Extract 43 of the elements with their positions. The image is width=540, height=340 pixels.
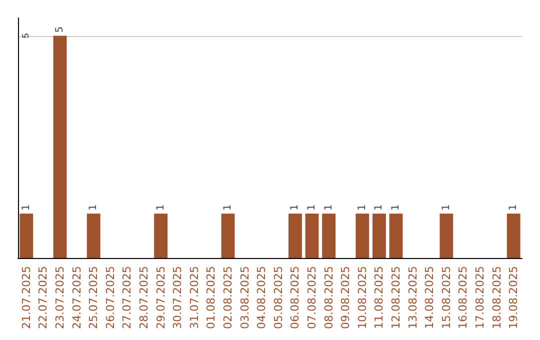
x-tick-label: 11.08.2025 (372, 266, 386, 330)
data-label: 1 (356, 204, 368, 211)
x-tick-label: 28.07.2025 (138, 266, 150, 330)
x-tick-label: 25.07.2025 (87, 266, 100, 330)
x-tick-label: 02.08.2025 (222, 266, 234, 330)
x-tick-label: 29.07.2025 (154, 266, 168, 330)
x-tick-label: 26.07.2025 (104, 266, 117, 330)
x-tick-label: 18.08.2025 (490, 266, 504, 330)
x-tick-label: 04.08.2025 (255, 266, 268, 330)
data-label: 1 (155, 204, 166, 211)
data-label: 1 (88, 204, 100, 211)
x-tick-label: 17.08.2025 (474, 266, 486, 330)
x-tick-label: 24.07.2025 (70, 266, 84, 330)
data-label: 1 (374, 204, 385, 211)
data-label: 1 (508, 204, 520, 211)
data-label: 1 (306, 204, 318, 211)
x-tick-label: 14.08.2025 (423, 266, 436, 330)
data-label: 1 (323, 204, 334, 211)
x-tick-label: 09.08.2025 (339, 266, 352, 330)
x-tick-label: 05.08.2025 (272, 266, 285, 330)
x-tick-label: 15.08.2025 (440, 266, 453, 330)
x-tick-label: 03.08.2025 (238, 266, 252, 330)
data-label: 5 (54, 26, 66, 33)
x-tick-label: 23.07.2025 (54, 266, 66, 330)
x-tick-label: 07.08.2025 (306, 266, 318, 330)
x-tick-label: 06.08.2025 (288, 266, 302, 330)
x-tick-label: 19.08.2025 (507, 266, 520, 330)
x-tick-label: 21.07.2025 (20, 266, 33, 330)
x-tick-label: 08.08.2025 (322, 266, 336, 330)
x-tick-label: 01.08.2025 (204, 266, 218, 330)
x-tick-label: 12.08.2025 (390, 266, 402, 330)
x-tick-label: 31.07.2025 (188, 266, 201, 330)
data-label: 1 (290, 204, 301, 211)
data-label: 1 (440, 204, 452, 211)
data-label: 1 (222, 204, 234, 211)
x-tick-label: 22.07.2025 (36, 266, 50, 330)
data-label: 1 (20, 204, 32, 211)
x-tick-label: 16.08.2025 (456, 266, 470, 330)
x-tick-label: 30.07.2025 (171, 266, 184, 330)
x-tick-label: 10.08.2025 (356, 266, 369, 330)
x-tick-label: 13.08.2025 (406, 266, 420, 330)
x-tick-label: 27.07.2025 (120, 266, 134, 330)
data-label: 1 (390, 204, 402, 211)
